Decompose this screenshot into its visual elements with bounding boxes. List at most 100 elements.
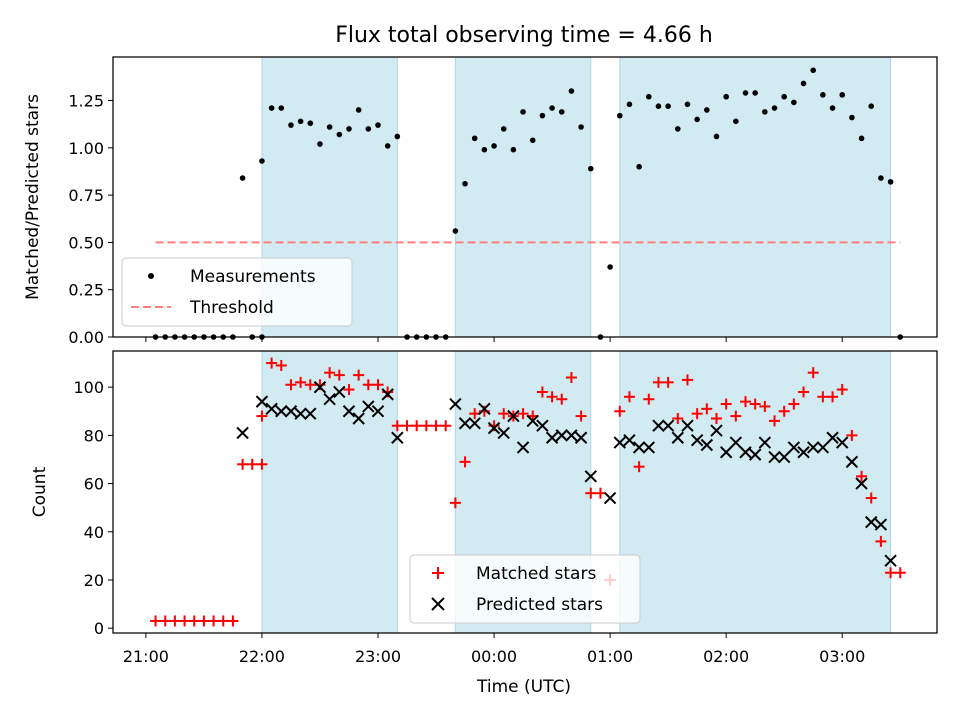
bottom-y-axis: 0 20 40 60 80 100 bbox=[73, 378, 113, 638]
measurement-point bbox=[810, 67, 817, 74]
matched-point bbox=[304, 379, 316, 391]
predicted-point bbox=[584, 470, 597, 483]
matched-point bbox=[324, 367, 336, 379]
predicted-point bbox=[797, 446, 810, 459]
y-tick-label: 100 bbox=[73, 378, 104, 397]
predicted-point bbox=[884, 554, 897, 567]
top-x-axis bbox=[145, 337, 843, 342]
matched-point bbox=[565, 372, 577, 384]
matched-point bbox=[159, 615, 171, 627]
matched-point bbox=[585, 487, 597, 499]
measurement-point bbox=[665, 103, 671, 109]
top-y-axis: 0.00 0.25 0.50 0.75 1.00 1.25 bbox=[68, 92, 113, 347]
bottom-legend-box bbox=[409, 554, 641, 624]
measurement-point bbox=[481, 146, 488, 153]
matched-point bbox=[546, 391, 558, 403]
matched-point bbox=[179, 615, 191, 627]
matched-point bbox=[788, 398, 800, 410]
y-tick-label: 1.25 bbox=[68, 92, 104, 111]
measurement-point bbox=[820, 92, 826, 98]
matched-point bbox=[227, 615, 239, 627]
predicted-point bbox=[478, 402, 491, 416]
predicted-point bbox=[323, 392, 336, 406]
predicted-point bbox=[507, 409, 520, 423]
measurement-point bbox=[500, 126, 507, 132]
matched-point bbox=[459, 456, 471, 468]
y-tick-label: 0.50 bbox=[68, 233, 104, 252]
matched-point bbox=[556, 393, 568, 405]
matched-point bbox=[827, 391, 839, 403]
measurement-point bbox=[858, 135, 865, 142]
x-tick-label: 23:00 bbox=[355, 647, 401, 666]
matched-point bbox=[730, 410, 742, 422]
matched-point bbox=[575, 410, 587, 422]
matched-point bbox=[856, 470, 868, 482]
y-tick-label: 1.00 bbox=[68, 139, 104, 158]
measurement-point bbox=[568, 88, 575, 94]
y-tick-label: 0.75 bbox=[68, 186, 104, 205]
y-tick-label: 0 bbox=[94, 619, 104, 638]
predicted-point bbox=[255, 395, 269, 408]
matched-point bbox=[237, 458, 249, 470]
predicted-point bbox=[671, 431, 685, 444]
bottom-panel: 0 20 40 60 80 100 21:00 22:00 23:00 00:00 01:00 02… bbox=[30, 350, 938, 697]
measurement-point bbox=[781, 93, 787, 100]
measurement-point bbox=[762, 109, 768, 115]
top-legend-box bbox=[121, 257, 353, 327]
legend-predicted-marker bbox=[431, 597, 445, 611]
predicted-point bbox=[545, 431, 559, 444]
predicted-point bbox=[700, 438, 714, 452]
top-y-axis-label: Matched/Predicted stars bbox=[23, 94, 43, 300]
x-tick-label: 22:00 bbox=[239, 647, 285, 666]
measurement-point bbox=[791, 99, 797, 106]
matched-point bbox=[517, 408, 529, 420]
matched-point bbox=[198, 615, 210, 627]
measurement-point bbox=[636, 163, 642, 170]
predicted-point bbox=[845, 455, 859, 469]
predicted-point bbox=[565, 429, 578, 442]
predicted-point bbox=[613, 436, 626, 449]
measurement-point bbox=[278, 105, 285, 111]
matched-point bbox=[295, 376, 307, 388]
legend-matched-marker bbox=[432, 567, 444, 579]
predicted-point bbox=[275, 405, 288, 418]
predicted-point bbox=[381, 388, 394, 401]
matched-point bbox=[275, 359, 287, 371]
y-tick-label: 80 bbox=[84, 426, 104, 445]
legend-predicted-label: Predicted stars bbox=[476, 595, 603, 615]
y-tick-label: 0.00 bbox=[68, 328, 104, 347]
measurement-point bbox=[307, 120, 314, 127]
matched-point bbox=[256, 458, 268, 470]
measurement-point bbox=[626, 101, 633, 108]
measurement-point bbox=[259, 158, 265, 164]
predicted-point bbox=[836, 436, 849, 449]
predicted-point bbox=[536, 419, 549, 432]
measurement-point bbox=[829, 105, 836, 111]
predicted-point bbox=[342, 405, 356, 418]
predicted-point bbox=[294, 407, 307, 420]
predicted-point bbox=[768, 450, 781, 464]
matched-point bbox=[633, 461, 645, 473]
matched-point bbox=[217, 615, 229, 627]
matched-point bbox=[430, 420, 442, 432]
measurement-point bbox=[684, 101, 691, 108]
measurement-point bbox=[558, 109, 565, 115]
measurement-point bbox=[587, 165, 594, 172]
matched-point bbox=[836, 384, 848, 396]
predicted-point bbox=[516, 441, 530, 454]
predicted-point bbox=[333, 385, 346, 399]
measurement-point bbox=[549, 105, 555, 111]
matched-point bbox=[208, 615, 220, 627]
matched-point bbox=[285, 379, 297, 391]
matched-point bbox=[885, 567, 897, 579]
matched-point bbox=[720, 398, 732, 410]
matched-point bbox=[498, 408, 510, 420]
measurement-point bbox=[713, 133, 720, 140]
matched-point bbox=[614, 405, 626, 417]
y-tick-label: 40 bbox=[84, 523, 104, 542]
measurement-point bbox=[607, 264, 613, 270]
measurement-point bbox=[452, 228, 459, 234]
matched-point bbox=[440, 420, 452, 432]
predicted-point bbox=[497, 426, 510, 440]
measurement-point bbox=[365, 126, 372, 132]
